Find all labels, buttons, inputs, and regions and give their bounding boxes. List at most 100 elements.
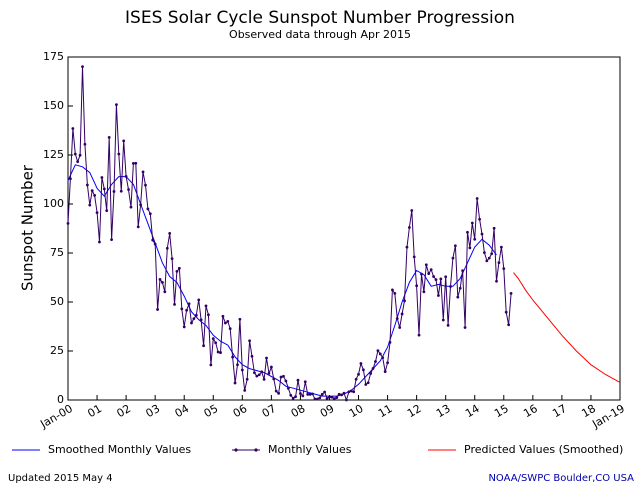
data-point [378, 352, 382, 356]
data-point [100, 176, 104, 179]
legend-swatch [234, 448, 238, 452]
data-point [170, 257, 174, 261]
data-point [320, 392, 324, 396]
data-point [366, 381, 370, 385]
data-point [374, 360, 377, 363]
data-point [277, 391, 281, 395]
data-point [81, 65, 84, 69]
y-tick-label: 0 [57, 393, 64, 406]
data-point [112, 190, 116, 193]
data-point [340, 393, 343, 397]
data-point [102, 187, 106, 191]
data-point [495, 279, 498, 283]
data-point [221, 314, 225, 318]
data-point [330, 395, 334, 399]
data-point [141, 170, 145, 174]
data-point [296, 378, 300, 382]
data-point [400, 312, 404, 316]
data-point [383, 370, 387, 373]
data-point [439, 277, 443, 281]
data-point [202, 344, 205, 348]
data-point [153, 242, 157, 246]
data-point [136, 225, 140, 229]
data-point [499, 245, 503, 249]
x-tick-label: 12 [405, 402, 424, 420]
data-point [429, 268, 433, 272]
data-point [284, 379, 288, 383]
data-point [403, 299, 406, 303]
data-point [410, 209, 414, 212]
data-point [228, 327, 232, 331]
data-point [223, 321, 227, 325]
x-tick-label: 07 [260, 402, 279, 420]
data-point [458, 286, 462, 290]
data-point [395, 317, 399, 320]
data-point [318, 396, 322, 400]
data-point [134, 161, 138, 165]
data-point [437, 294, 440, 297]
x-tick-label: Jan-00 [37, 402, 75, 431]
data-point [480, 232, 484, 236]
data-point [432, 275, 435, 278]
data-point [279, 375, 283, 379]
data-point [240, 368, 244, 372]
x-tick-label: 01 [85, 402, 104, 420]
x-tick-label: 14 [463, 402, 482, 420]
data-point [335, 396, 339, 400]
legend-label: Predicted Values (Smoothed) [464, 443, 623, 456]
x-tick-label: 03 [144, 402, 163, 420]
data-point [190, 321, 193, 325]
data-point [127, 188, 130, 191]
chart-subtitle: Observed data through Apr 2015 [229, 28, 411, 41]
data-point [90, 189, 94, 193]
data-point [453, 244, 457, 248]
data-point [122, 139, 126, 143]
data-point [226, 320, 230, 323]
data-point [444, 275, 448, 279]
y-tick-label: 75 [50, 246, 64, 259]
data-point [233, 381, 237, 385]
y-axis-label: Sunspot Number [19, 164, 37, 291]
data-point [456, 295, 460, 299]
data-point [352, 390, 356, 394]
data-point [238, 317, 242, 321]
data-point [470, 221, 474, 225]
data-point [301, 394, 305, 398]
data-point [236, 363, 239, 367]
data-point [260, 370, 264, 374]
data-point [422, 290, 426, 294]
data-point [177, 266, 181, 270]
data-point [146, 207, 150, 211]
data-point [286, 386, 290, 390]
data-point [323, 390, 327, 394]
data-point [461, 269, 465, 273]
data-point [415, 284, 419, 288]
data-point [349, 389, 353, 393]
data-point [478, 217, 481, 221]
data-point [315, 397, 319, 401]
data-point [468, 246, 472, 250]
data-point [66, 222, 70, 225]
data-point [345, 398, 348, 402]
data-point [294, 395, 297, 399]
data-point [381, 356, 385, 360]
data-point [274, 389, 278, 393]
data-point [119, 189, 123, 193]
data-point [289, 393, 293, 397]
data-point [173, 302, 176, 306]
data-point [124, 174, 128, 178]
x-tick-label: Jan-19 [589, 402, 627, 431]
data-point [412, 255, 416, 259]
y-tick-label: 125 [43, 148, 64, 161]
data-point [83, 142, 87, 146]
data-point [95, 211, 99, 215]
x-tick-label: 15 [492, 402, 511, 420]
data-point [158, 278, 162, 281]
x-tick-label: 10 [347, 402, 366, 420]
series-line [513, 272, 621, 383]
data-point [475, 197, 479, 200]
data-point [427, 272, 431, 275]
data-point [161, 281, 164, 284]
data-point [163, 290, 167, 294]
data-point [371, 367, 375, 370]
